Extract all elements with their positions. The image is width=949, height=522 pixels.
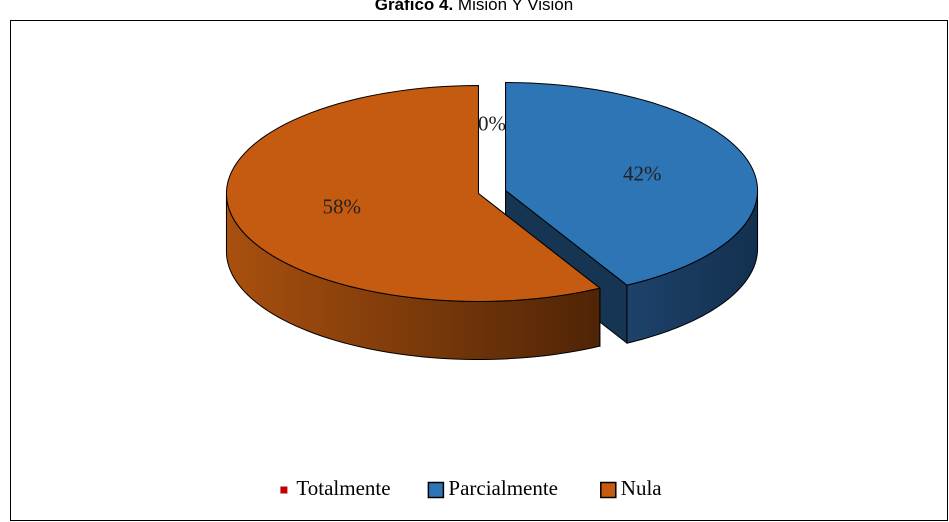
legend-swatch	[427, 481, 445, 499]
legend-swatch	[280, 486, 288, 494]
slice	[226, 84, 601, 302]
chart-title: Gráfico 4. Misión Y Visión	[375, 0, 573, 14]
pie: 0% 42% 58%	[225, 82, 759, 360]
data-label: 42%	[623, 161, 662, 185]
slice	[505, 82, 759, 286]
title-text: Misión Y Visión	[458, 0, 573, 14]
legend-label: Totalmente	[296, 476, 390, 500]
legend-label: Nula	[621, 476, 663, 500]
title-prefix: Gráfico 4.	[375, 0, 453, 14]
legend-swatch	[600, 481, 617, 499]
legend: Totalmente Parcialmente Nula	[280, 476, 662, 500]
data-label: 58%	[323, 194, 362, 218]
legend-label: Parcialmente	[448, 476, 558, 500]
data-label: 0%	[478, 111, 506, 135]
